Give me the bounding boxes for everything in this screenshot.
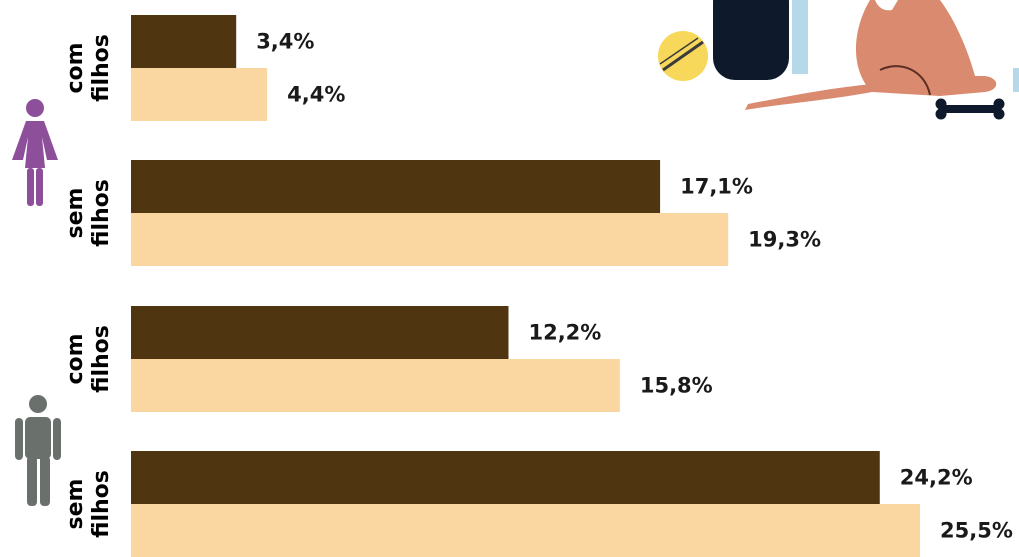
light-stripe-icon bbox=[792, 0, 808, 74]
category-label-3: semfilhos bbox=[63, 470, 114, 538]
bars-layer bbox=[131, 15, 920, 557]
category-label-0: comfilhos bbox=[63, 34, 114, 102]
value-label-2-series-0: 12,2% bbox=[528, 321, 601, 345]
category-label-line: filhos bbox=[89, 179, 114, 247]
bone-icon bbox=[935, 98, 1005, 120]
value-labels-layer: 3,4% 4,4% 17,1% 19,3% 12,2% 15,8% 24,2% 25,5% bbox=[256, 30, 1013, 543]
category-label-line: filhos bbox=[89, 325, 114, 393]
dog-icon bbox=[856, 0, 997, 96]
bar-2-series-1 bbox=[131, 359, 620, 412]
value-label-1-series-1: 19,3% bbox=[748, 228, 821, 252]
dog-illustration bbox=[658, 0, 1019, 120]
bar-3-series-0 bbox=[131, 451, 880, 504]
bar-3-series-1 bbox=[131, 504, 920, 557]
category-label-2: comfilhos bbox=[63, 325, 114, 393]
bar-1-series-0 bbox=[131, 160, 661, 213]
dark-block-icon bbox=[713, 0, 789, 80]
value-label-0-series-1: 4,4% bbox=[287, 83, 345, 107]
value-label-2-series-1: 15,8% bbox=[640, 374, 713, 398]
category-label-line: filhos bbox=[89, 470, 114, 538]
value-label-3-series-1: 25,5% bbox=[940, 519, 1013, 543]
female-icon bbox=[12, 99, 58, 206]
value-label-3-series-0: 24,2% bbox=[900, 466, 973, 490]
bar-0-series-1 bbox=[131, 68, 268, 121]
category-label-line: sem bbox=[63, 479, 88, 530]
bar-2-series-0 bbox=[131, 306, 509, 359]
category-label-line: filhos bbox=[89, 34, 114, 102]
category-label-1: semfilhos bbox=[63, 179, 114, 247]
dog-tail-icon bbox=[745, 84, 872, 110]
value-label-1-series-0: 17,1% bbox=[680, 175, 753, 199]
bar-0-series-0 bbox=[131, 15, 237, 68]
male-icon bbox=[15, 395, 61, 506]
category-label-line: com bbox=[63, 42, 88, 93]
value-label-0-series-0: 3,4% bbox=[256, 30, 314, 54]
bar-1-series-1 bbox=[131, 213, 729, 266]
category-label-line: com bbox=[63, 333, 88, 384]
category-label-line: sem bbox=[63, 188, 88, 239]
